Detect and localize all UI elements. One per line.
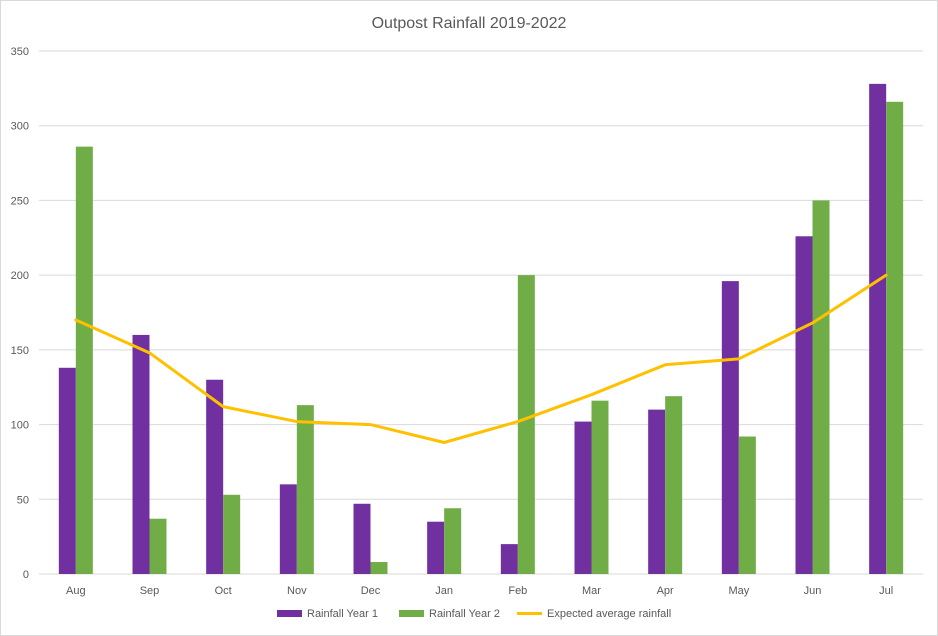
bar-year-1 bbox=[353, 503, 371, 574]
y-tick-label: 50 bbox=[17, 494, 29, 506]
bar-year-1 bbox=[132, 334, 150, 574]
x-tick-label: Jul bbox=[879, 585, 893, 597]
bar-year-1 bbox=[869, 83, 887, 575]
bar-year-2 bbox=[223, 494, 241, 574]
bar-year-2 bbox=[886, 101, 904, 574]
bar-year-1 bbox=[574, 421, 592, 574]
bar-year-1 bbox=[721, 281, 739, 574]
legend[interactable]: Rainfall Year 1 Rainfall Year 2 Expected a… bbox=[277, 608, 671, 620]
bar-year-2 bbox=[75, 146, 93, 575]
expected-average-line bbox=[74, 273, 888, 445]
x-tick-label: Apr bbox=[657, 585, 674, 597]
bar-year-1 bbox=[58, 367, 76, 574]
bar-year-2 bbox=[812, 200, 830, 574]
bar-year-1 bbox=[795, 236, 813, 574]
bar-year-2 bbox=[444, 508, 462, 574]
x-axis-ticks: Aug Sep Oct Nov Dec Jan Feb Mar Apr May Jun Jul bbox=[66, 585, 893, 597]
y-tick-label: 250 bbox=[11, 195, 29, 207]
x-tick-label: Nov bbox=[287, 585, 307, 597]
bar-year-2 bbox=[665, 396, 683, 574]
expected-line bbox=[74, 273, 888, 445]
bar-year-2 bbox=[738, 436, 756, 574]
bars bbox=[58, 83, 904, 575]
bar-year-2 bbox=[517, 275, 535, 574]
bar-year-2 bbox=[296, 405, 314, 574]
y-tick-label: 300 bbox=[11, 121, 29, 133]
gridlines bbox=[39, 50, 923, 575]
x-tick-label: Jun bbox=[804, 585, 822, 597]
x-tick-label: Jan bbox=[435, 585, 453, 597]
x-tick-label: Feb bbox=[508, 585, 527, 597]
y-tick-label: 0 bbox=[23, 569, 29, 581]
y-tick-label: 350 bbox=[11, 46, 29, 58]
y-tick-label: 150 bbox=[11, 345, 29, 357]
bar-year-2 bbox=[149, 518, 167, 574]
bar-year-2 bbox=[370, 562, 388, 574]
legend-label: Expected average rainfall bbox=[547, 608, 671, 620]
bar-year-1 bbox=[279, 484, 297, 574]
bar-year-1 bbox=[500, 544, 518, 574]
chart-title: Outpost Rainfall 2019-2022 bbox=[372, 15, 567, 32]
x-tick-label: Mar bbox=[582, 585, 601, 597]
bar-year-1 bbox=[427, 521, 445, 574]
legend-label: Rainfall Year 1 bbox=[307, 608, 378, 620]
bar-year-2 bbox=[591, 400, 609, 574]
bar-year-1 bbox=[648, 409, 666, 574]
bar-year-1 bbox=[206, 379, 224, 574]
x-tick-label: Aug bbox=[66, 585, 86, 597]
legend-label: Rainfall Year 2 bbox=[429, 608, 500, 620]
y-tick-label: 100 bbox=[11, 420, 29, 432]
legend-swatch bbox=[277, 610, 302, 617]
x-tick-label: Oct bbox=[215, 585, 232, 597]
y-tick-label: 200 bbox=[11, 270, 29, 282]
legend-swatch bbox=[399, 610, 424, 617]
x-tick-label: May bbox=[728, 585, 749, 597]
y-axis-ticks: 0 50 100 150 200 250 300 350 bbox=[11, 46, 29, 581]
x-tick-label: Sep bbox=[140, 585, 160, 597]
x-tick-label: Dec bbox=[361, 585, 381, 597]
